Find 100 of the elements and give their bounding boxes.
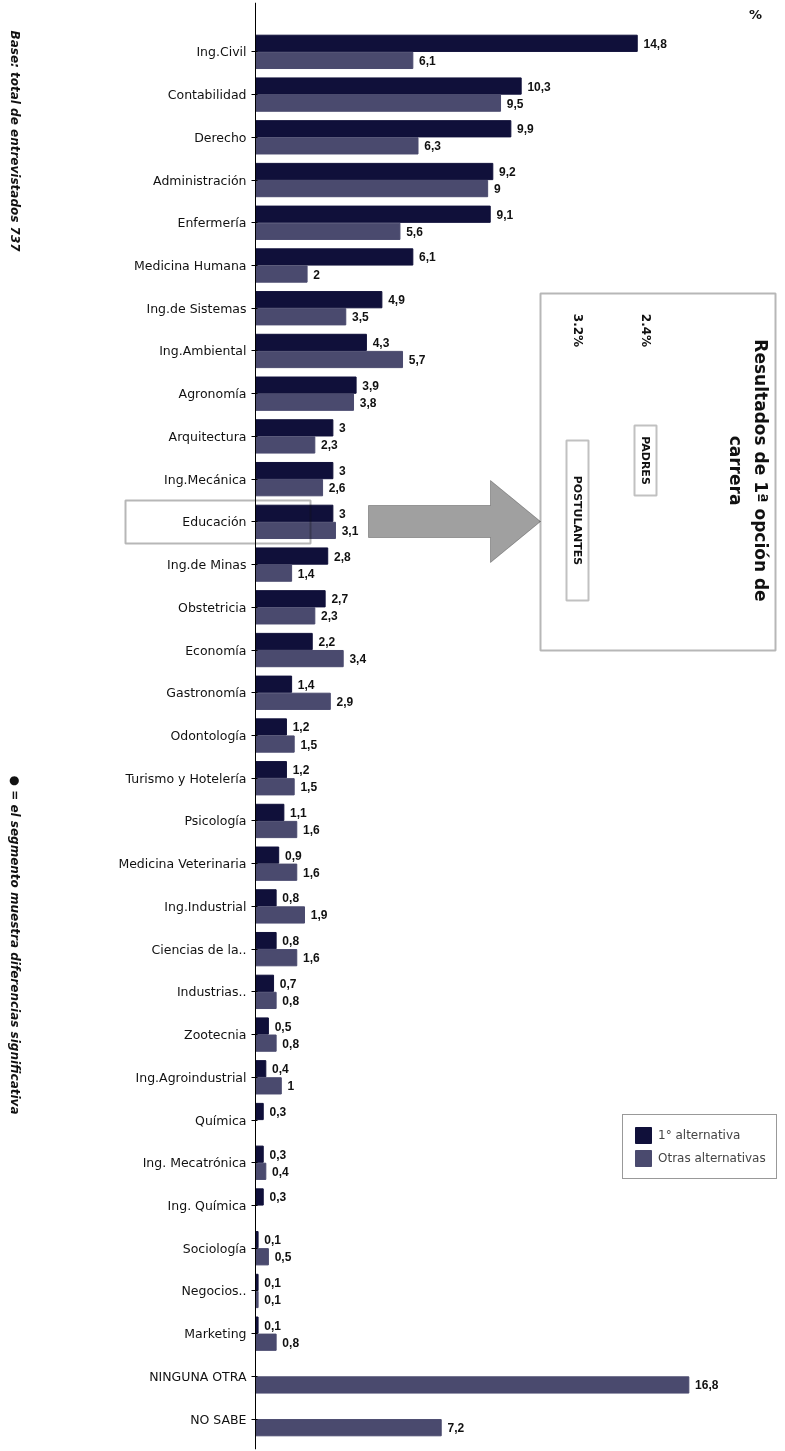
data-label: 1,6	[303, 823, 321, 837]
data-label: 4,9	[388, 293, 406, 308]
bar	[255, 51, 414, 70]
data-label: 3	[339, 421, 347, 436]
data-label: 2,2	[318, 635, 336, 649]
y-tick-label: Odontología	[170, 728, 247, 743]
data-label: 2	[313, 267, 321, 282]
y-tick-label: Gastronomía	[166, 685, 247, 701]
bar	[255, 846, 280, 864]
bar	[255, 376, 357, 394]
data-label: 1,6	[303, 865, 321, 880]
data-label: 0,5	[274, 1250, 292, 1265]
y-tick-label: Ing.Industrial	[164, 898, 247, 914]
bar	[255, 1017, 269, 1035]
bar	[255, 479, 324, 497]
bar	[255, 419, 334, 437]
y-tick-label: Química	[195, 1112, 247, 1128]
data-label: 2,3	[321, 609, 339, 624]
y-tick-label: Arquitectura	[168, 428, 247, 444]
bar	[255, 1034, 277, 1052]
data-label: 1,9	[310, 908, 328, 923]
y-tick-label: Enfermería	[177, 215, 247, 231]
bar	[255, 1077, 282, 1095]
text: ● = el segmento muestra diferencias significativa	[7, 775, 22, 1115]
data-label: 1,4	[297, 566, 315, 581]
data-label: 1	[287, 1079, 295, 1094]
annotation: PADRES	[639, 436, 652, 485]
data-label: 1,4	[297, 677, 315, 692]
y-tick-label: Medicina Humana	[133, 258, 247, 273]
data-label: 1,2	[292, 720, 310, 735]
y-tick-label: Ing.de Sistemas	[146, 300, 247, 316]
bar	[255, 162, 494, 181]
data-label: 3,1	[341, 523, 359, 538]
bar	[255, 179, 489, 198]
y-tick-label: Ing. Mecatrónica	[142, 1155, 247, 1171]
bar	[255, 222, 401, 240]
data-label: 0,1	[264, 1293, 282, 1307]
bar	[255, 461, 334, 480]
bar	[255, 649, 344, 668]
y-tick-label: Economía	[185, 642, 247, 658]
bar	[255, 1376, 690, 1394]
data-label: 6,3	[424, 139, 442, 154]
y-tick-label: Agronomía	[178, 386, 247, 402]
bar	[255, 820, 298, 839]
bar	[255, 77, 522, 95]
data-label: 0,4	[272, 1164, 290, 1179]
data-label: 2,9	[336, 694, 354, 709]
legend-label: 1° alternativa	[658, 1128, 741, 1142]
data-label: 1,1	[290, 805, 308, 820]
bar	[255, 436, 316, 454]
data-label: 0,3	[269, 1190, 287, 1205]
legend-label: Otras alternativas	[658, 1151, 766, 1165]
text: Base: total de entrevistados 737	[7, 30, 22, 253]
annotation: 3.2%	[570, 313, 585, 348]
y-tick-label: Zootecnia	[184, 1027, 247, 1043]
bar	[255, 1188, 264, 1206]
data-label: 2,3	[321, 438, 339, 453]
data-label: 0,5	[274, 1019, 292, 1034]
bar	[255, 803, 285, 822]
data-label: 0,8	[282, 1335, 300, 1350]
data-label: 2,8	[333, 549, 351, 564]
y-tick-label: Industrias..	[176, 984, 247, 1000]
data-label: 0,8	[282, 1036, 300, 1051]
bar	[255, 607, 316, 625]
data-label: 9,1	[496, 207, 514, 222]
y-tick-label: Ciencias de la..	[151, 941, 247, 957]
bar	[255, 547, 329, 565]
bar	[255, 34, 638, 52]
y-tick-label: Negocios..	[181, 1283, 247, 1299]
bar	[255, 1419, 442, 1437]
bar	[255, 931, 277, 950]
data-label: 0,7	[279, 976, 297, 991]
text: Resultados de 1ª opción de	[750, 339, 771, 602]
data-label: 16,8	[695, 1378, 719, 1393]
bar	[255, 590, 326, 608]
bar	[255, 1145, 264, 1163]
data-label: 6,1	[419, 53, 437, 68]
data-label: 9	[493, 182, 501, 197]
bar	[255, 333, 367, 352]
bar	[255, 718, 287, 736]
data-label: 3	[339, 464, 347, 479]
data-label: 0,8	[282, 993, 300, 1008]
y-tick-label: Medicina Veterinaria	[118, 856, 247, 872]
data-label: 4,3	[372, 335, 390, 350]
data-label: 1,5	[300, 737, 318, 752]
bar	[255, 521, 336, 540]
data-label: 10,3	[527, 79, 552, 94]
bar	[255, 205, 491, 223]
bar	[255, 137, 419, 155]
y-tick-label: Psicología	[184, 813, 247, 829]
data-label: 5,7	[408, 353, 426, 367]
data-label: 0,8	[282, 891, 300, 906]
bar	[255, 1333, 277, 1351]
y-tick-label: NINGUNA OTRA	[149, 1368, 247, 1384]
data-label: 3,9	[362, 378, 380, 393]
data-label: 5,6	[406, 224, 424, 239]
bar	[255, 949, 298, 967]
data-label: 0,9	[284, 848, 302, 863]
data-label: 1,6	[303, 951, 321, 966]
bar	[255, 120, 512, 138]
